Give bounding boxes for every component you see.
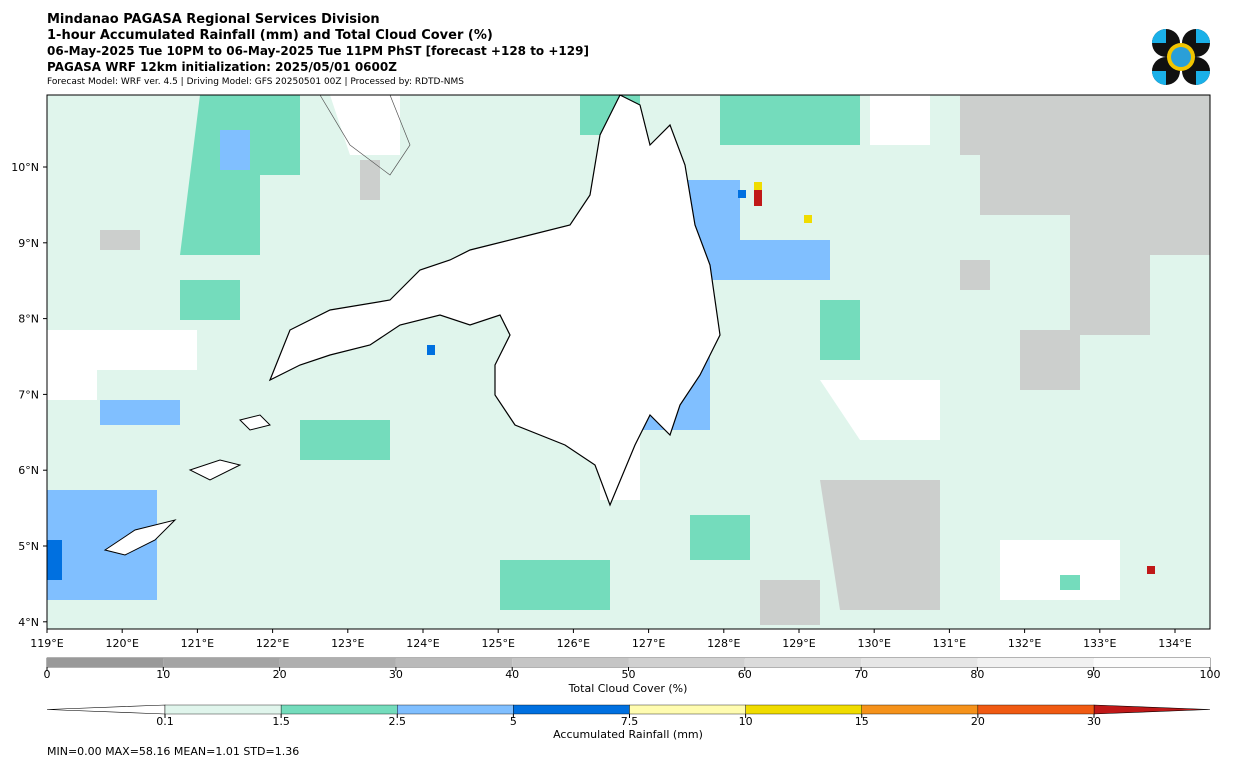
rain-segment	[745, 704, 862, 715]
lat-label: 8°N	[18, 313, 39, 326]
period: 06-May-2025 Tue 10PM to 06-May-2025 Tue …	[47, 44, 589, 58]
lat-label: 4°N	[18, 616, 39, 629]
rain-segment	[629, 704, 746, 715]
rain-colorbar: 0.1 1.5 2.5 5 7.5 10 15 20 30 Accumulated Rainfa…	[46, 704, 1211, 741]
cloud-segment	[395, 658, 513, 667]
logo	[1152, 29, 1210, 85]
subtitle: 1-hour Accumulated Rainfall (mm) and Tot…	[47, 28, 493, 43]
cloud-tick-label: 50	[622, 668, 636, 681]
rain-tick-label: 20	[971, 715, 985, 728]
title: Mindanao PAGASA Regional Services Divisi…	[47, 12, 380, 27]
cloud-tick-label: 80	[970, 668, 984, 681]
lon-label: 130°E	[857, 637, 890, 650]
rain-tick-label: 0.1	[156, 715, 174, 728]
lon-label: 129°E	[782, 637, 815, 650]
rain-bar-label: Accumulated Rainfall (mm)	[553, 728, 703, 741]
lon-label: 119°E	[30, 637, 63, 650]
lon-label: 125°E	[481, 637, 514, 650]
lon-label: 126°E	[557, 637, 590, 650]
lon-label: 132°E	[1008, 637, 1041, 650]
lon-label: 120°E	[105, 637, 138, 650]
cloud-tick-label: 90	[1087, 668, 1101, 681]
cloud-tick-label: 40	[505, 668, 519, 681]
stats: MIN=0.00 MAX=58.16 MEAN=1.01 STD=1.36	[47, 745, 299, 758]
cloud-segment	[977, 658, 1094, 667]
lon-label: 122°E	[256, 637, 289, 650]
cloud-segment	[861, 658, 978, 667]
cloud-segment	[163, 658, 280, 667]
rain-segment	[397, 704, 514, 715]
cloud-colorbar: 0 10 20 30 40 50 60 70 80 90 100 Total Cloud Cover…	[44, 657, 1221, 695]
lat-label: 7°N	[18, 388, 39, 401]
rain-tick-label: 7.5	[621, 715, 639, 728]
lon-label: 131°E	[933, 637, 966, 650]
lon-label: 121°E	[181, 637, 214, 650]
cloud-segment	[279, 658, 396, 667]
lon-label: 128°E	[707, 637, 740, 650]
cloud-bar-label: Total Cloud Cover (%)	[568, 682, 688, 695]
lon-label: 133°E	[1083, 637, 1116, 650]
cloud-segment	[628, 658, 745, 667]
lon-label: 134°E	[1158, 637, 1191, 650]
lon-label: 127°E	[632, 637, 665, 650]
rain-segment	[861, 704, 979, 715]
cloud-tick-label: 100	[1200, 668, 1221, 681]
rain-tick-label: 5	[510, 715, 517, 728]
lat-label: 6°N	[18, 464, 39, 477]
rain-tick-label: 1.5	[272, 715, 290, 728]
cloud-segment	[744, 658, 862, 667]
lon-label: 123°E	[331, 637, 364, 650]
rain-tick-label: 10	[739, 715, 753, 728]
rain-segment	[977, 704, 1095, 715]
rain-tick-label: 15	[855, 715, 869, 728]
lat-label: 5°N	[18, 540, 39, 553]
lat-label: 9°N	[18, 237, 39, 250]
rain-tick-label: 2.5	[389, 715, 407, 728]
cloud-tick-label: 60	[738, 668, 752, 681]
model: Forecast Model: WRF ver. 4.5 | Driving M…	[47, 77, 464, 87]
cloud-segment	[1093, 658, 1210, 667]
cloud-tick-label: 0	[44, 668, 51, 681]
rain-tick-label: 30	[1087, 715, 1101, 728]
cloud-tick-label: 20	[273, 668, 287, 681]
rain-segment	[280, 704, 398, 715]
rain-segment	[164, 704, 282, 715]
lon-label: 124°E	[406, 637, 439, 650]
map	[46, 94, 1211, 630]
init: PAGASA WRF 12km initialization: 2025/05/…	[47, 60, 397, 74]
cloud-segment	[512, 658, 629, 667]
cloud-tick-label: 10	[156, 668, 170, 681]
cloud-segment	[47, 658, 164, 667]
cloud-tick-label: 30	[389, 668, 403, 681]
lat-label: 10°N	[11, 161, 39, 174]
cloud-tick-label: 70	[854, 668, 868, 681]
rain-segment	[513, 704, 630, 715]
